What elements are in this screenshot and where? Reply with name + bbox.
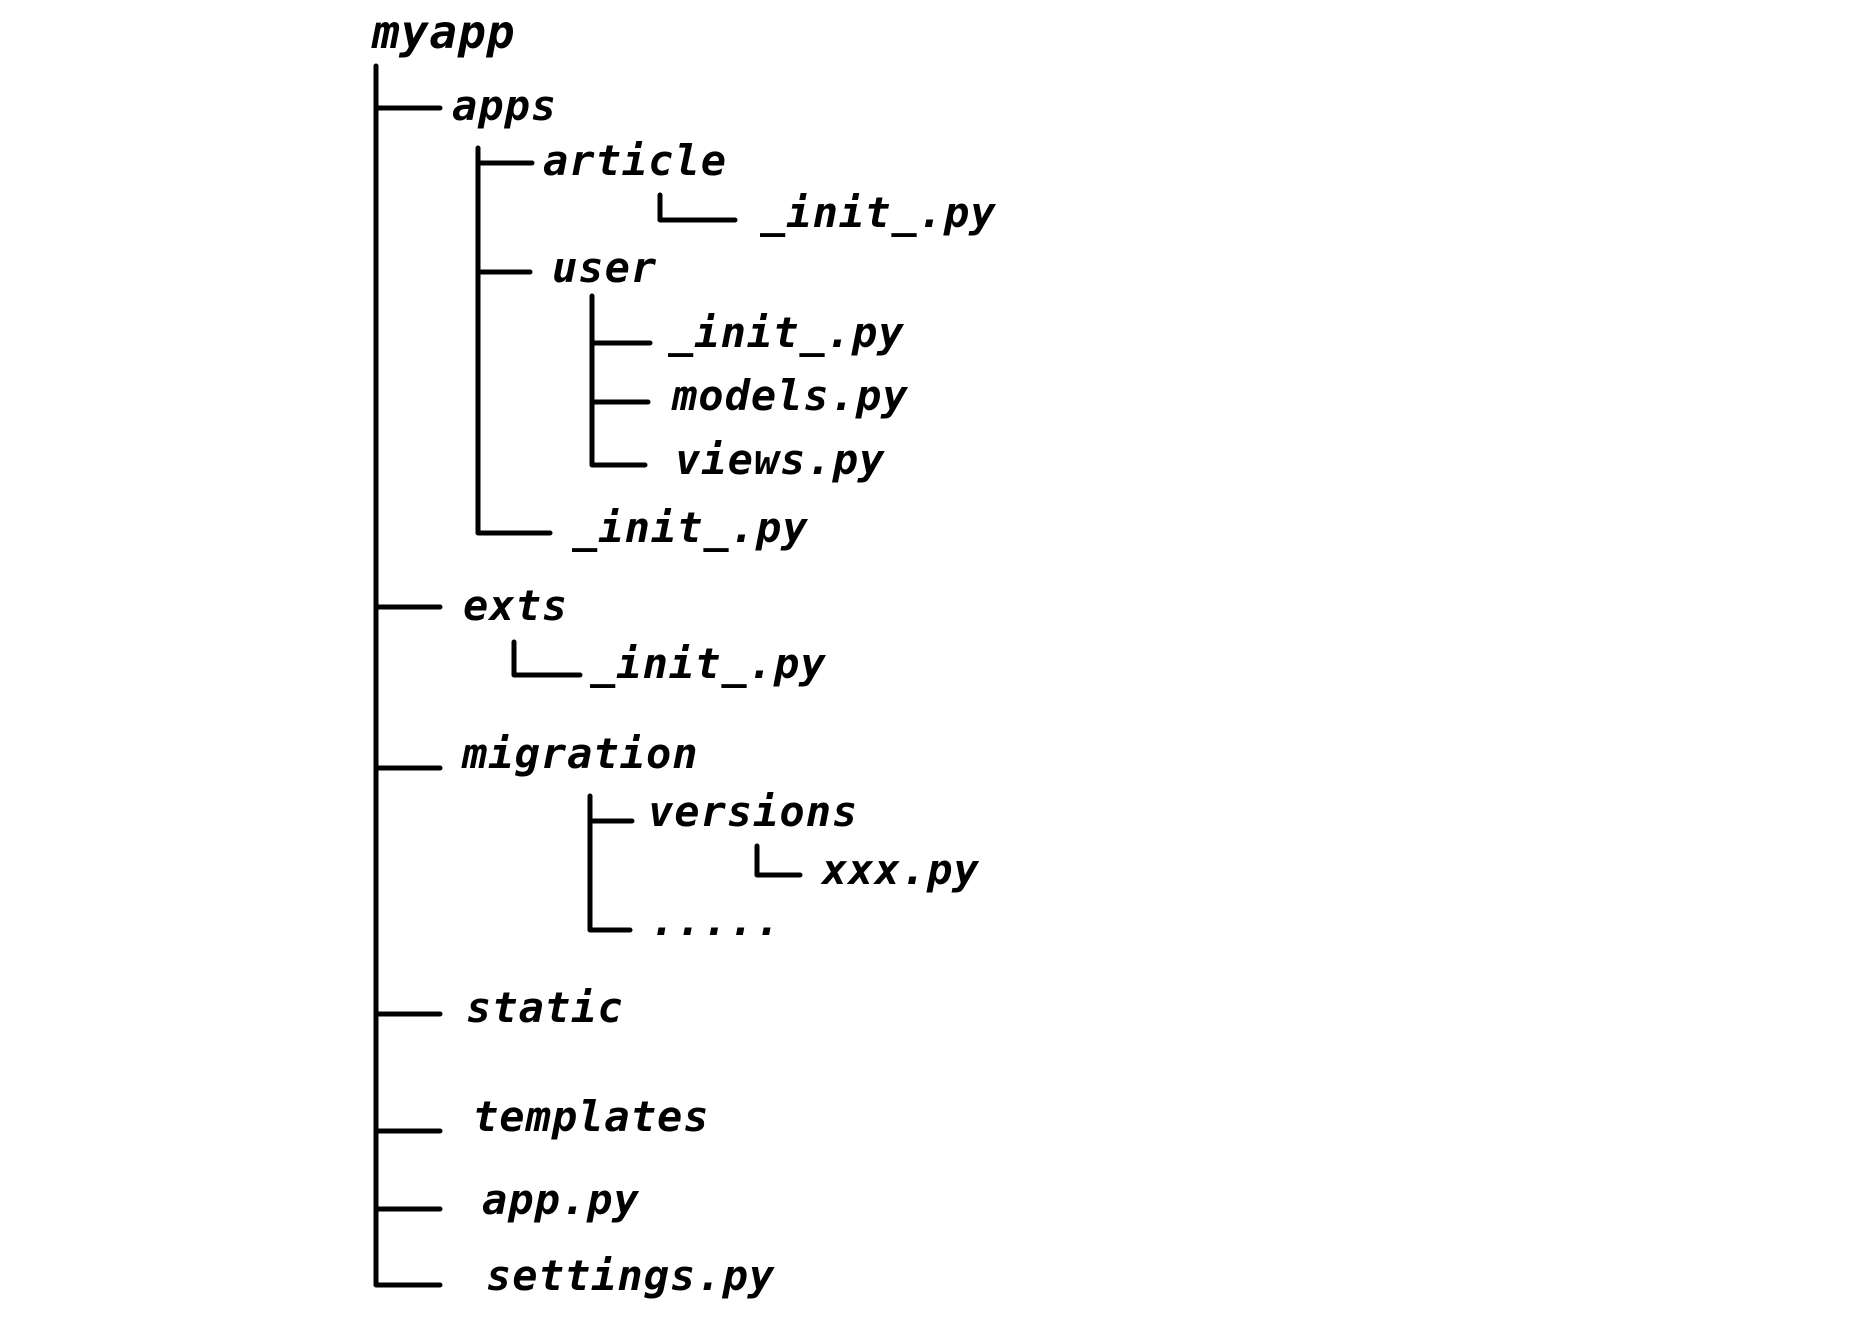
user-folder-label: user (552, 243, 657, 292)
root-folder-label: myapp (371, 5, 515, 59)
static-folder-label: static (466, 983, 624, 1032)
exts-init-file-label: _init_.py (590, 639, 827, 688)
apps-folder-label: apps (452, 81, 557, 130)
versions-file-label: xxx.py (820, 845, 980, 894)
article-folder-label: article (543, 136, 727, 185)
root-trunk-line (373, 63, 443, 1288)
user-trunk-line (589, 293, 648, 468)
versions-folder-label: versions (648, 787, 858, 836)
migration-folder-label: migration (461, 729, 699, 778)
migration-trunk-line (587, 793, 633, 933)
migration-more-label: ..... (650, 896, 781, 945)
user-views-file-label: views.py (675, 435, 885, 484)
templates-folder-label: templates (473, 1092, 710, 1141)
article-init-connector (657, 192, 738, 223)
user-init-file-label: _init_.py (668, 308, 905, 357)
app-py-file-label: app.py (482, 1175, 640, 1224)
exts-init-connector (511, 639, 583, 678)
article-init-file-label: _init_.py (760, 188, 997, 237)
apps-trunk-line (475, 145, 553, 536)
apps-init-file-label: _init_.py (572, 503, 809, 552)
versions-file-connector (754, 843, 803, 878)
exts-folder-label: exts (463, 581, 568, 630)
user-models-file-label: models.py (671, 371, 909, 420)
settings-py-file-label: settings.py (486, 1251, 775, 1300)
